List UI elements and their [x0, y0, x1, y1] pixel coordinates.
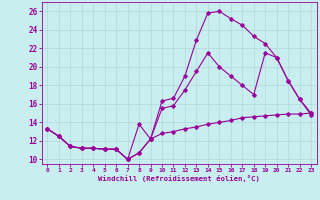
X-axis label: Windchill (Refroidissement éolien,°C): Windchill (Refroidissement éolien,°C): [98, 175, 260, 182]
